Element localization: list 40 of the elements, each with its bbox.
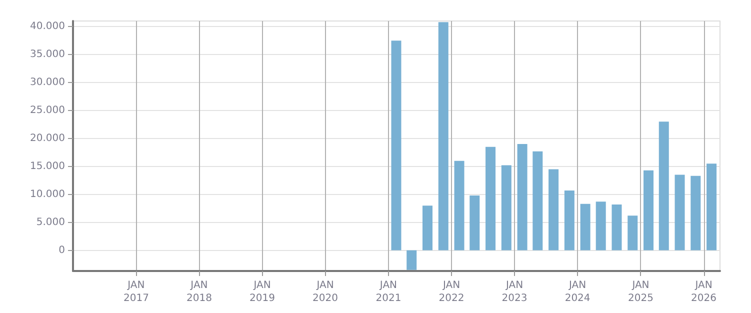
y-tick-label: 35.000 — [30, 49, 65, 60]
y-tick-label: 5.000 — [36, 216, 65, 228]
bar — [486, 146, 496, 250]
y-tick-label: 30.000 — [30, 77, 65, 88]
bar — [612, 204, 622, 250]
bar — [391, 40, 402, 250]
bar — [644, 170, 654, 250]
bar — [674, 174, 685, 250]
y-tick-label: 10.000 — [30, 188, 65, 200]
x-tick-label: JAN 2023 — [502, 280, 528, 304]
x-tick-label: JAN 2020 — [312, 280, 338, 304]
bar — [438, 22, 448, 250]
bar — [706, 164, 717, 250]
bar — [628, 216, 638, 250]
x-tick-label: JAN 2024 — [564, 280, 590, 304]
y-tick-label: 40.000 — [30, 21, 65, 32]
y-tick-label: 25.000 — [30, 104, 65, 116]
bar — [422, 206, 432, 250]
bar — [690, 176, 701, 250]
bar — [501, 165, 512, 250]
y-tick-label: 15.000 — [30, 160, 65, 172]
x-tick-label: JAN 2017 — [123, 280, 149, 304]
bar — [532, 151, 543, 250]
x-tick-label: JAN 2022 — [438, 280, 464, 304]
bar — [406, 250, 417, 270]
x-tick-label: JAN 2025 — [628, 280, 654, 304]
bar — [580, 204, 590, 250]
x-tick-label: JAN 2018 — [186, 280, 212, 304]
bar — [454, 160, 464, 250]
y-tick-label: 0 — [58, 244, 65, 256]
bar — [658, 122, 669, 250]
bar — [564, 190, 574, 250]
y-tick-label: 20.000 — [30, 132, 65, 144]
bar — [548, 169, 559, 250]
bar — [517, 144, 528, 250]
bar — [470, 195, 480, 250]
bar — [596, 202, 606, 250]
x-tick-label: JAN 2019 — [250, 280, 275, 304]
x-tick-label: JAN 2026 — [691, 280, 716, 304]
x-tick-label: JAN 2021 — [376, 280, 402, 304]
